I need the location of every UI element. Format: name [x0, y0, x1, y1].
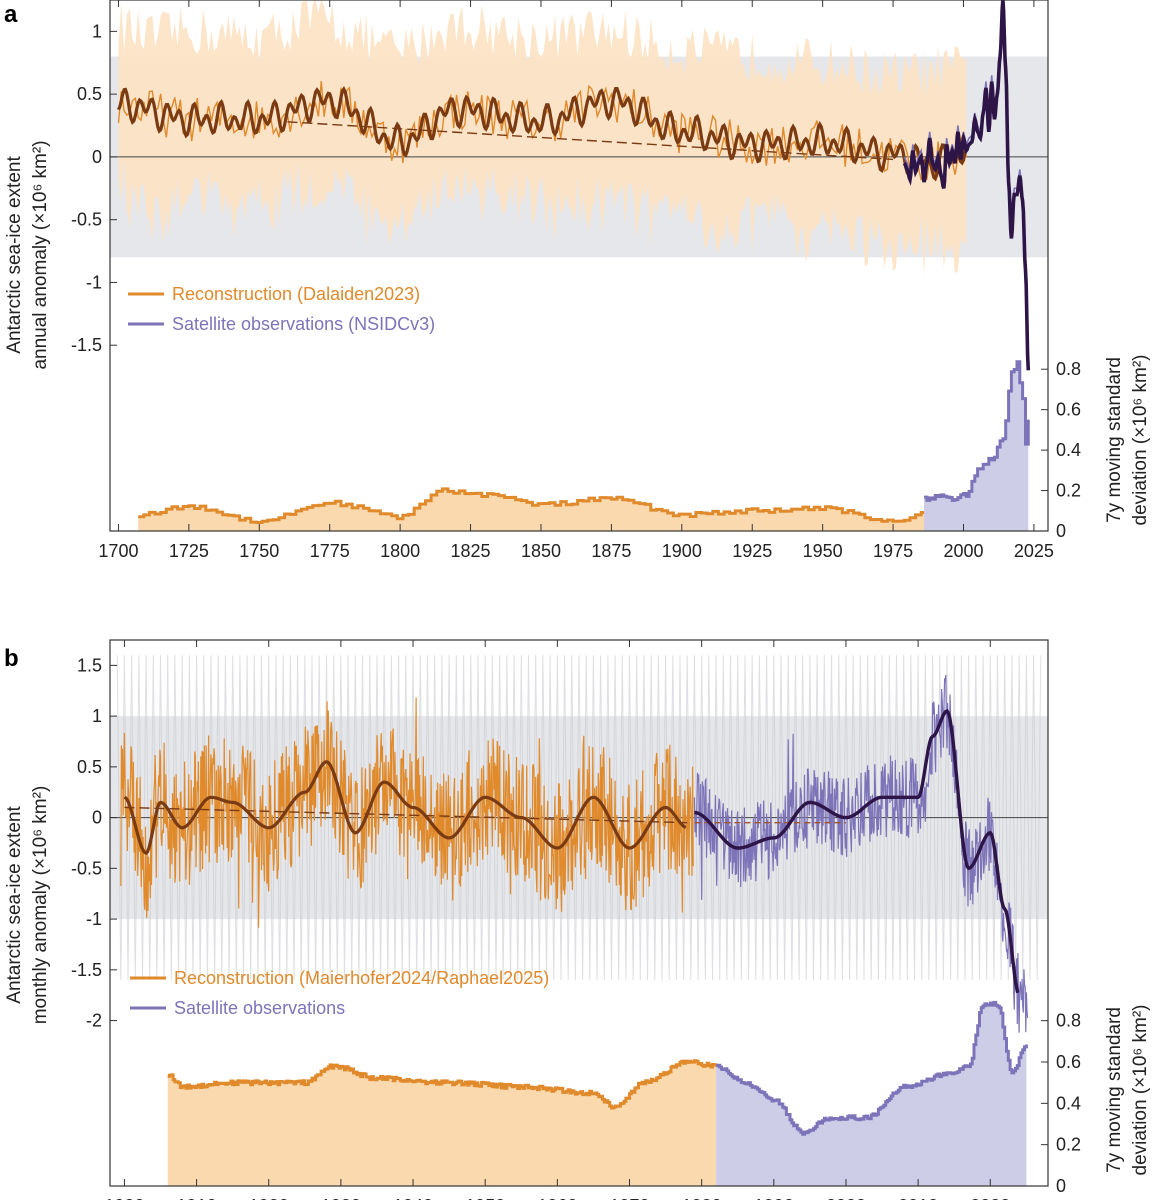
- y-axis-label-line1: Antarctic sea-ice extent: [4, 156, 25, 354]
- sd-axis-label-line1: 7y moving standard: [1104, 357, 1125, 523]
- y-tick-label: 1: [92, 706, 102, 726]
- sd-tick-label: 0.8: [1056, 359, 1081, 379]
- sd-axis-label: 7y moving standard deviation (×10⁶ km²): [1104, 1005, 1151, 1176]
- x-tick-label: 1980: [682, 1196, 722, 1200]
- y-axis-label-line2: annual anomaly (×10⁶ km²): [30, 140, 51, 369]
- sd-tick-label: 0.6: [1056, 1052, 1081, 1072]
- axes-box: [109, 0, 1049, 532]
- satellite-monthly-line: [693, 674, 1029, 1033]
- x-tick-label: 1825: [451, 541, 491, 561]
- reconstruction-monthly-line: [120, 697, 694, 928]
- x-tick-label: 1750: [239, 541, 279, 561]
- panel-label: a: [4, 1, 18, 28]
- legend: Reconstruction (Dalaiden2023) Satellite o…: [128, 284, 435, 334]
- reconstruction-sd-fill: [167, 1060, 717, 1186]
- y-axis-label: Antarctic sea-ice extent annual anomaly (…: [4, 140, 51, 369]
- x-tick-label: 1700: [98, 541, 138, 561]
- y-tick-label: 0.5: [77, 84, 102, 104]
- x-tick-label: 1930: [321, 1196, 361, 1200]
- x-tick-label: 1990: [754, 1196, 794, 1200]
- axes-box: [109, 639, 1049, 1187]
- panel-label: b: [4, 645, 19, 672]
- x-tick-label: 1850: [521, 541, 561, 561]
- reconstruction-trend-line: [287, 121, 894, 161]
- sd-tick-label: 0: [1056, 521, 1066, 541]
- satellite-sd-line: [924, 360, 1030, 502]
- reconstruction-sd-line: [167, 1059, 718, 1110]
- y-tick-label: 1: [92, 21, 102, 41]
- x-tick-label: 1800: [380, 541, 420, 561]
- y-tick-label: -1: [86, 272, 102, 292]
- y-axis-label-line1: Antarctic sea-ice extent: [4, 806, 25, 1004]
- y-tick-label: -2: [86, 1011, 102, 1031]
- sd-tick-label: 0.2: [1056, 481, 1081, 501]
- y-tick-label: -1: [86, 909, 102, 929]
- sd-tick-label: 0.4: [1056, 1093, 1081, 1113]
- panel-a: 1700 1725 1750 1775 1800 1825 1850 1875 1900 1925…: [4, 0, 1151, 561]
- y-tick-label: 0: [92, 147, 102, 167]
- x-tick-label: 1960: [537, 1196, 577, 1200]
- reconstruction-smoothed-line: [117, 85, 968, 182]
- x-tick-label: 1975: [873, 541, 913, 561]
- x-tick-label: 1940: [393, 1196, 433, 1200]
- x-tick-label: 1950: [803, 541, 843, 561]
- x-tick-label: 1970: [609, 1196, 649, 1200]
- plot-area: [110, 655, 1048, 1033]
- x-tick-label: 2000: [826, 1196, 866, 1200]
- x-tick-label: 1725: [169, 541, 209, 561]
- legend: Reconstruction (Maierhofer2024/Raphael20…: [130, 968, 549, 1018]
- y-tick-label: 0.5: [77, 757, 102, 777]
- sd-axis-label-line2: deviation (×10⁶ km²): [1130, 355, 1151, 526]
- sd-tick-label: 0: [1056, 1176, 1066, 1196]
- y-tick-label: -0.5: [71, 858, 102, 878]
- x-tick-label: 1775: [310, 541, 350, 561]
- x-tick-label: 2000: [943, 541, 983, 561]
- sd-tick-label: 0.4: [1056, 440, 1081, 460]
- satellite-sd-fill: [716, 1002, 1027, 1186]
- reconstruction-sd-line: [138, 487, 968, 524]
- y-tick-label: -0.5: [71, 210, 102, 230]
- y-tick-label: -1.5: [71, 335, 102, 355]
- x-tick-label: 1900: [662, 541, 702, 561]
- panel-b: 1900 1910 1920 1930 1940 1950 1960 1970 1980 1990…: [4, 639, 1151, 1200]
- y-axis-label: Antarctic sea-ice extent monthly anomaly …: [4, 786, 51, 1025]
- reconstruction-trend-line: [124, 806, 688, 824]
- legend-label-satellite: Satellite observations: [174, 998, 345, 1018]
- x-tick-label: 1910: [177, 1196, 217, 1200]
- x-tick-label: 1900: [104, 1196, 144, 1200]
- reconstruction-smoothed-line: [123, 760, 687, 856]
- sd-tick-label: 0.6: [1056, 400, 1081, 420]
- legend-label-reconstruction: Reconstruction (Maierhofer2024/Raphael20…: [174, 968, 549, 988]
- x-tick-label: 2025: [1014, 541, 1054, 561]
- y-tick-label: 0: [92, 808, 102, 828]
- legend-label-reconstruction: Reconstruction (Dalaiden2023): [172, 284, 420, 304]
- satellite-sd-fill: [924, 361, 1029, 531]
- reconstruction-sd-fill: [138, 488, 967, 531]
- x-tick-label: 2020: [970, 1196, 1010, 1200]
- x-tick-label: 1920: [249, 1196, 289, 1200]
- x-tick-label: 1875: [591, 541, 631, 561]
- x-tick-label: 1925: [732, 541, 772, 561]
- legend-label-satellite: Satellite observations (NSIDCv3): [172, 314, 435, 334]
- x-tick-label: 1950: [465, 1196, 505, 1200]
- y-tick-label: 1.5: [77, 655, 102, 675]
- sd-axis-label-line2: deviation (×10⁶ km²): [1130, 1005, 1151, 1176]
- satellite-smoothed-line: [694, 708, 1020, 994]
- y-tick-label: -1.5: [71, 960, 102, 980]
- plot-area: [110, 0, 1048, 365]
- y-axis-label-line2: monthly anomaly (×10⁶ km²): [30, 786, 51, 1025]
- sd-tick-label: 0.2: [1056, 1135, 1081, 1155]
- x-tick-label: 2010: [898, 1196, 938, 1200]
- sd-axis-label: 7y moving standard deviation (×10⁶ km²): [1104, 355, 1151, 526]
- satellite-smoothed-line: [902, 0, 1031, 371]
- satellite-sd-line: [716, 1000, 1028, 1136]
- sd-axis-label-line1: 7y moving standard: [1104, 1007, 1125, 1173]
- sd-tick-label: 0.8: [1056, 1011, 1081, 1031]
